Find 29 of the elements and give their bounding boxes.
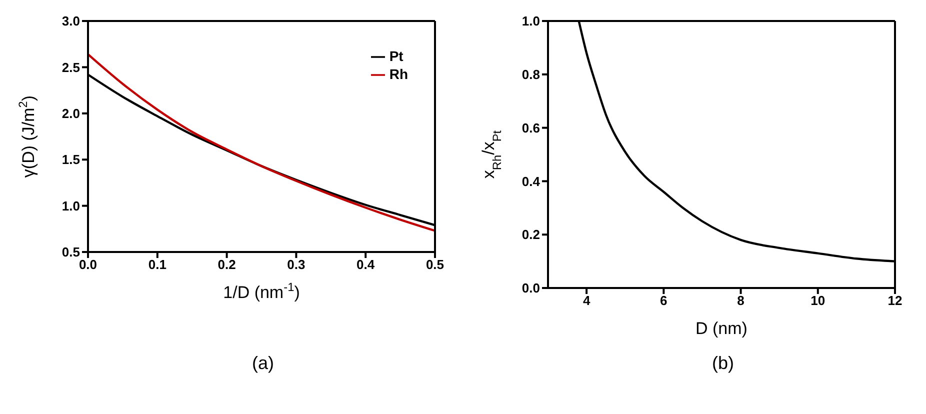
- legend-label: Rh: [389, 66, 408, 82]
- x-axis-title: D (nm): [696, 319, 748, 338]
- y-tick-label: 0.8: [522, 67, 540, 82]
- x-tick-label: 0.2: [218, 257, 236, 272]
- y-tick-label: 1.0: [62, 198, 80, 214]
- x-tick-label: 10: [810, 293, 826, 308]
- y-tick-label: 1.5: [62, 152, 80, 168]
- x-tick-label: 4: [582, 293, 591, 308]
- x-axis-title: 1/D (nm$^{-1}$): [223, 280, 300, 302]
- y-tick-label: 0.6: [522, 120, 540, 136]
- y-tick-label: 0.0: [522, 280, 540, 296]
- x-tick-label: 6: [660, 293, 668, 308]
- y-tick-label: 0.4: [522, 174, 541, 189]
- y-tick-label: 3.0: [62, 14, 80, 29]
- x-tick-label: 0.1: [148, 257, 166, 272]
- y-tick-label: 2.0: [62, 106, 80, 122]
- x-tick-label: 0.3: [287, 257, 306, 272]
- x-tick-label: 0.0: [78, 257, 98, 272]
- y-tick-label: 0.5: [62, 244, 80, 260]
- text: (b): [711, 353, 735, 374]
- y-tick-label: 0.2: [522, 227, 540, 242]
- legend-label: Pt: [389, 48, 404, 64]
- y-tick-label: 2.5: [62, 60, 80, 75]
- x-tick-label: 12: [888, 293, 902, 308]
- text: (a): [251, 353, 275, 374]
- x-tick-label: 0.5: [426, 257, 444, 272]
- x-tick-label: 8: [737, 293, 744, 308]
- y-tick-label: 1.0: [522, 14, 540, 29]
- x-tick-label: 0.4: [356, 257, 376, 272]
